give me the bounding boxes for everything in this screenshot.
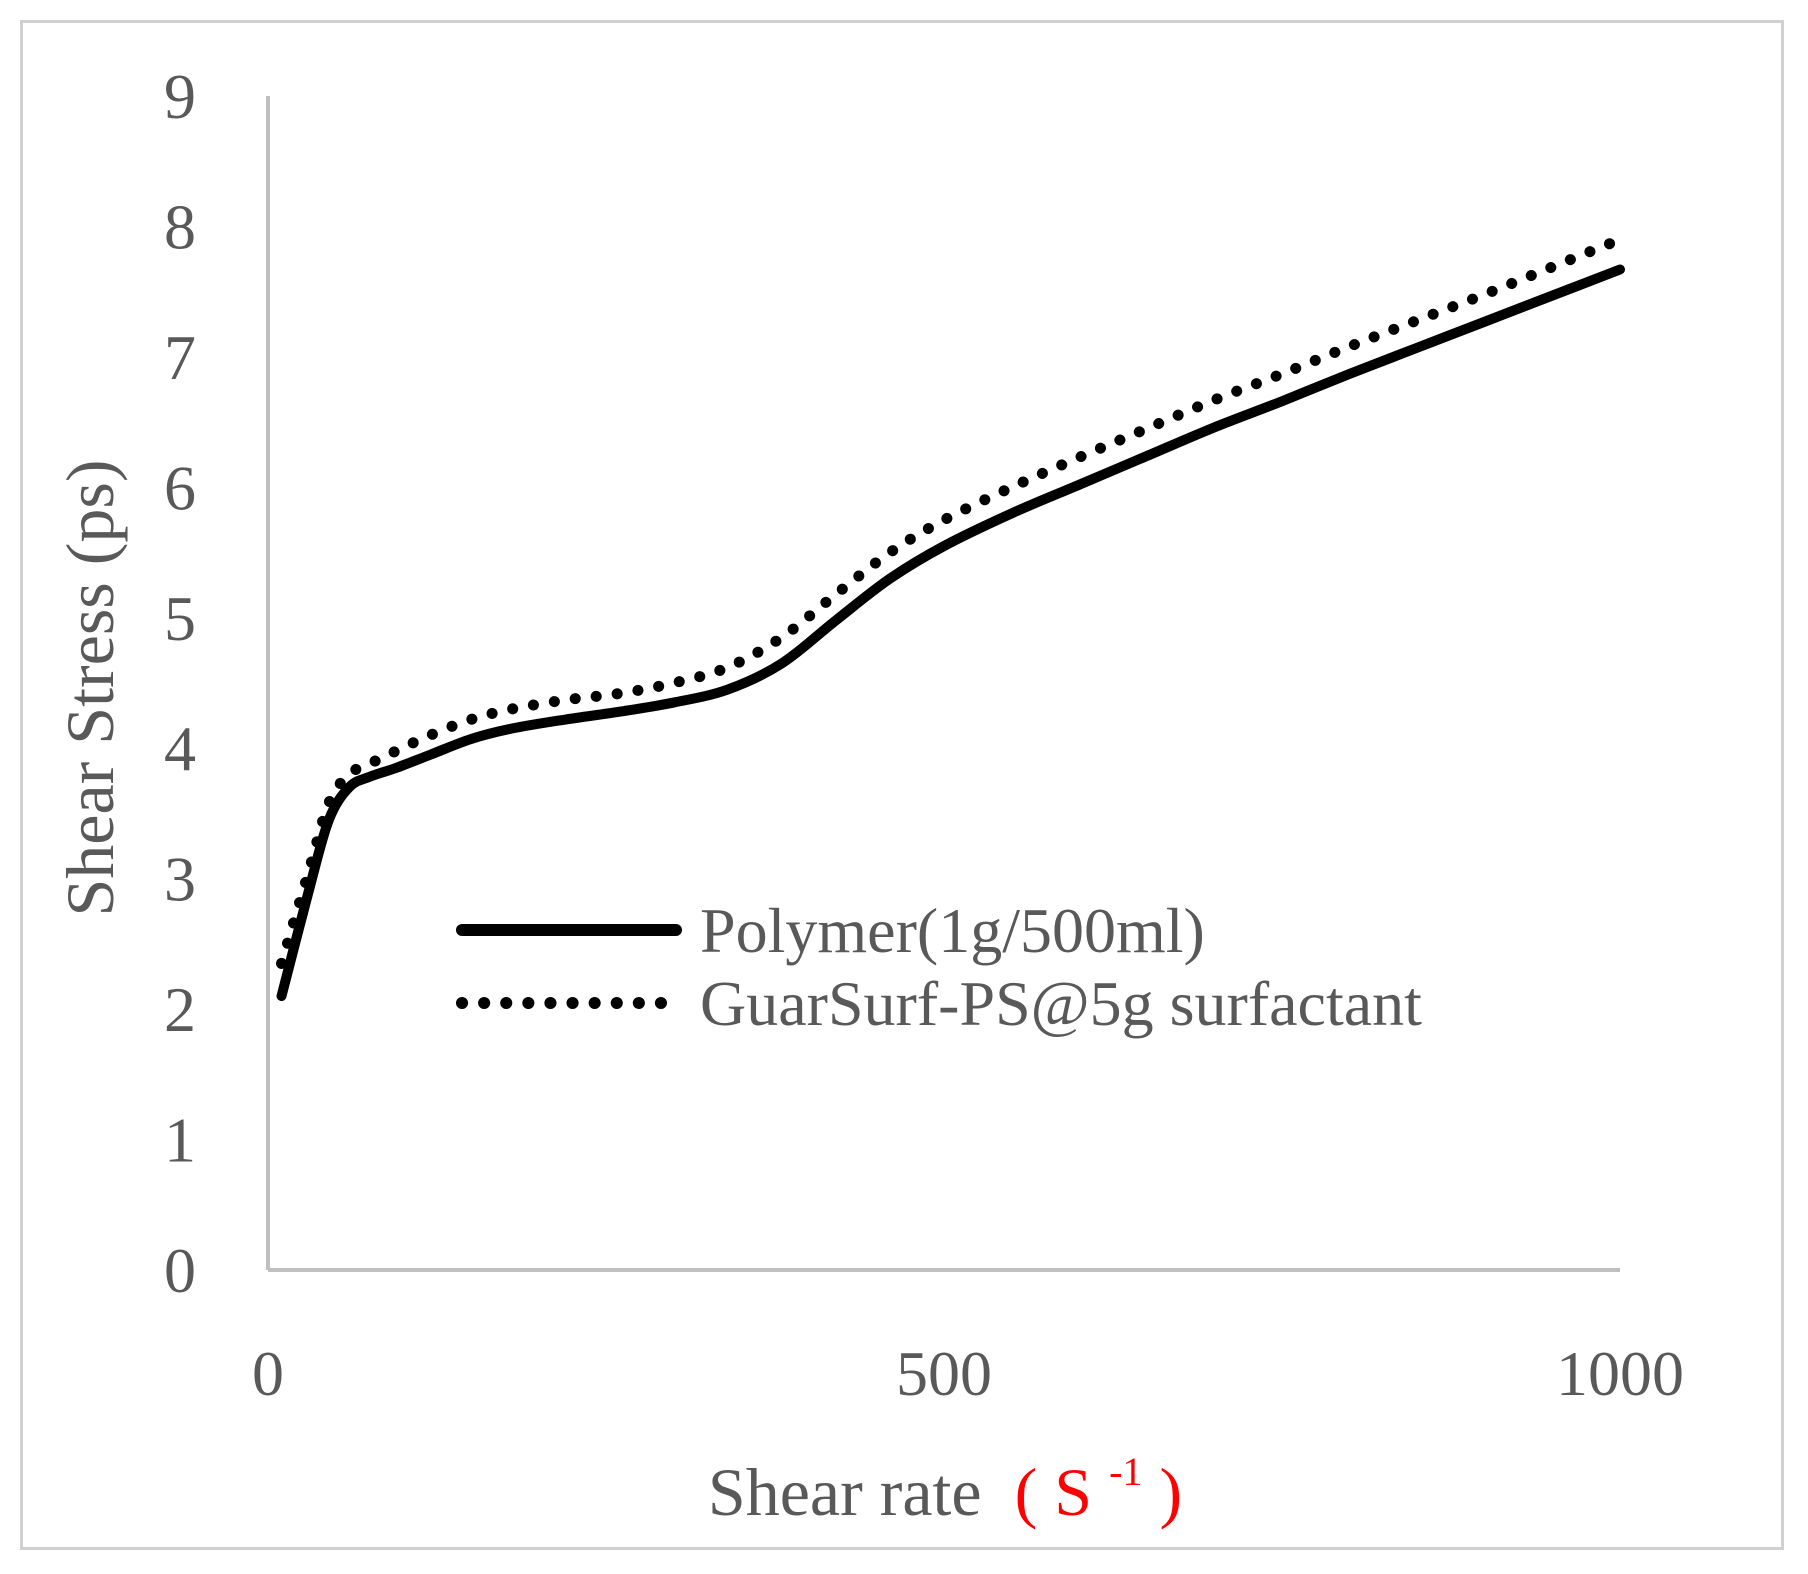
x-tick-label: 0 xyxy=(252,1338,284,1409)
x-axis-unit-open: ( xyxy=(1015,1454,1038,1530)
y-tick-label: 1 xyxy=(164,1105,196,1176)
y-tick-label: 0 xyxy=(164,1235,196,1306)
y-tick-label: 4 xyxy=(164,713,196,784)
legend: Polymer(1g/500ml) GuarSurf-PS@5g surfact… xyxy=(456,895,1422,1039)
x-tick-label: 1000 xyxy=(1556,1338,1684,1409)
y-tick-label: 8 xyxy=(164,191,196,262)
y-tick-label: 3 xyxy=(164,844,196,915)
x-axis-title-text: Shear rate xyxy=(708,1454,982,1530)
series-line-guarsurf xyxy=(276,233,1626,969)
y-tick-label: 9 xyxy=(164,61,196,132)
chart-frame xyxy=(20,20,1784,1550)
y-tick-label: 2 xyxy=(164,974,196,1045)
legend-label-guarsurf: GuarSurf-PS@5g surfactant xyxy=(700,968,1422,1039)
x-tick-labels: 0 500 1000 xyxy=(252,1338,1684,1409)
y-tick-label: 6 xyxy=(164,452,196,523)
legend-label-polymer: Polymer(1g/500ml) xyxy=(700,895,1205,966)
x-tick-label: 500 xyxy=(896,1338,992,1409)
x-axis-unit-exp: -1 xyxy=(1109,1449,1142,1494)
y-tick-labels: 0 1 2 3 4 5 6 7 8 9 xyxy=(164,61,196,1306)
x-axis-title: Shear rate ( S -1 ) xyxy=(708,1424,1182,1530)
y-axis-title: Shear Stress (ps) xyxy=(52,459,128,916)
x-axis-unit-close: ) xyxy=(1159,1454,1182,1530)
y-tick-label: 5 xyxy=(164,583,196,654)
series-line-polymer xyxy=(276,264,1625,1002)
x-axis-unit-base: S xyxy=(1054,1454,1092,1530)
series-layer xyxy=(276,233,1626,1002)
y-tick-label: 7 xyxy=(164,322,196,393)
